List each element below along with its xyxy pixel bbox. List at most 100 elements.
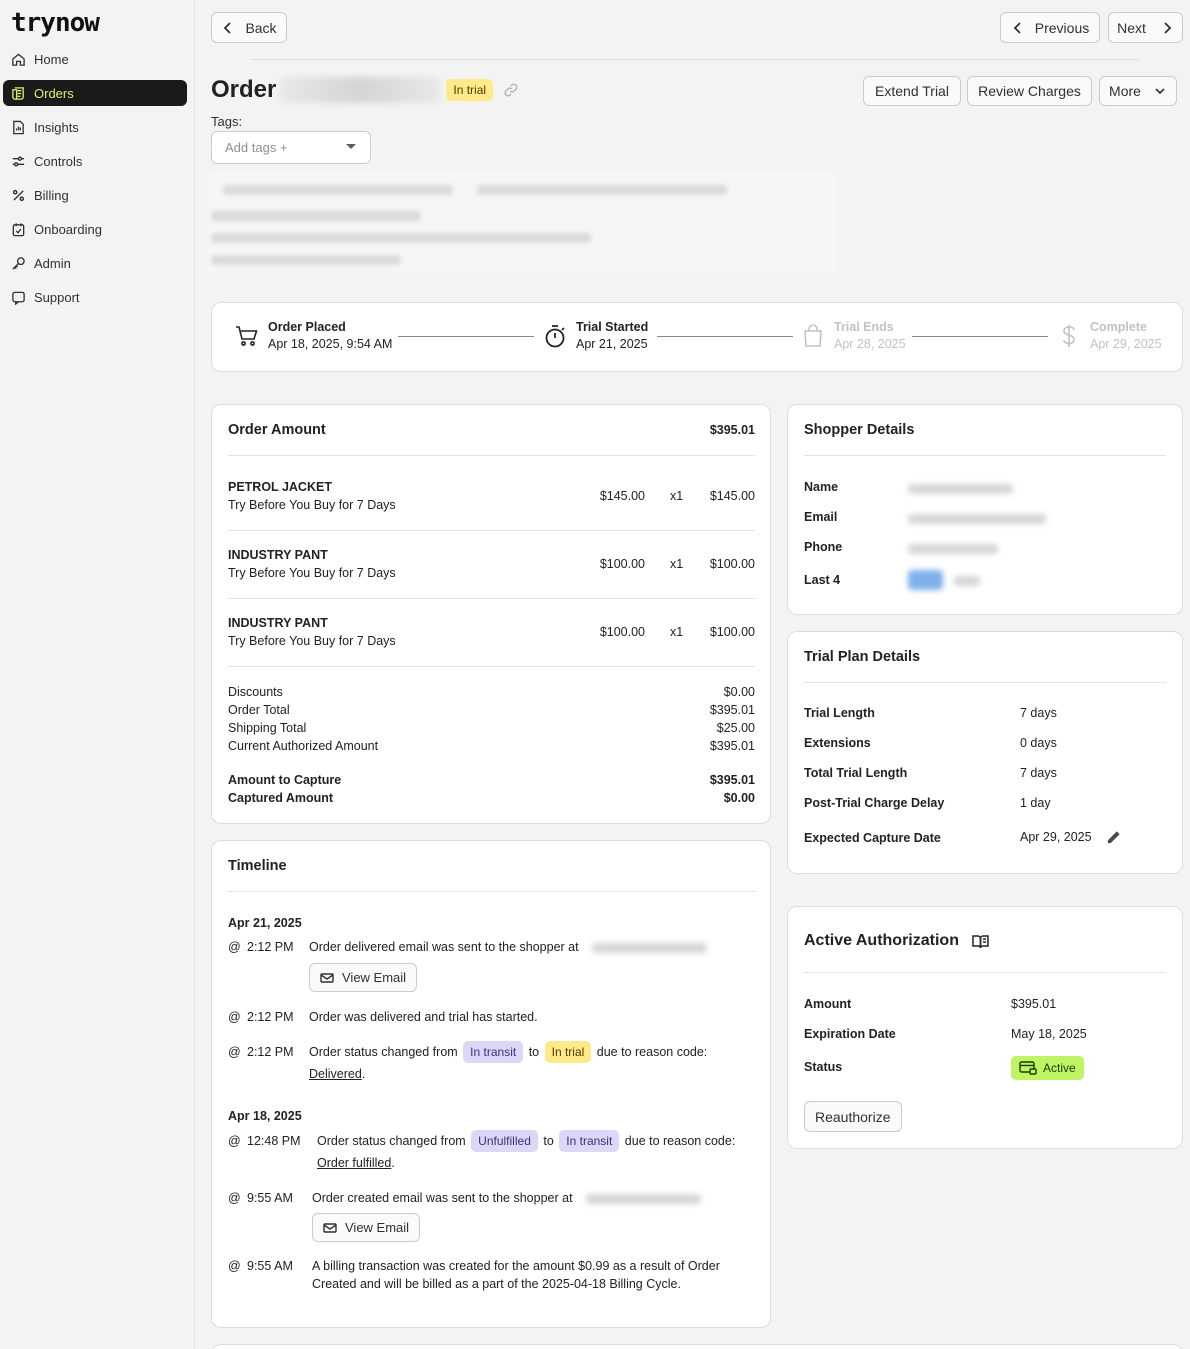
orders-icon [12,86,24,100]
at-icon: @ [228,1191,241,1205]
shopper-email-redacted [592,943,707,953]
chevron-right-icon [1164,21,1172,34]
event-text-pre: Order status changed from [309,1045,458,1059]
item-plan: Try Before You Buy for 7 Days [228,498,396,512]
trial-plan-card: Trial Plan Details Trial Length 7 days E… [787,631,1183,874]
event-time: 2:12 PM [247,1010,294,1024]
pencil-icon[interactable] [1106,830,1121,845]
sidebar-item-admin[interactable]: Admin [3,250,187,276]
timeline-event: @ 2:12 PM Order delivered email was sent… [228,936,579,958]
active-authorization-card: Active Authorization Amount $395.01 Expi… [787,906,1183,1149]
view-email-button[interactable]: View Email [312,1213,421,1242]
sidebar-item-orders[interactable]: Orders [3,80,187,106]
at-icon: @ [228,940,241,954]
item-name: PETROL JACKET [228,480,332,494]
previous-button[interactable]: Previous [1000,12,1100,43]
sidebar-item-support[interactable]: Support [3,284,187,310]
sidebar-item-label: Support [34,289,80,305]
view-email-button[interactable]: View Email [309,963,418,992]
event-text-post: due to reason code: [596,1045,708,1059]
trynow-logo[interactable]: trynow [11,8,100,38]
shopper-email-redacted [586,1194,701,1204]
tags-select[interactable]: Add tags + [211,131,371,164]
capture-label: Captured Amount [228,791,334,805]
sidebar-item-onboarding[interactable]: Onboarding [3,216,187,242]
trial-plan-title: Trial Plan Details [804,649,921,665]
review-charges-button[interactable]: Review Charges [967,76,1092,106]
summary-label: Order Total [228,703,290,717]
event-text: Order status changed from Unfulfilled to… [317,1130,757,1152]
redacted-line [211,233,591,243]
shopper-name-redacted [908,484,1013,494]
divider [228,455,755,456]
percent-icon [12,189,25,201]
item-qty: x1 [670,557,684,571]
reason-code-link[interactable]: Order fulfilled [317,1156,392,1170]
chevron-left-icon [224,21,232,34]
summary-label: Current Authorized Amount [228,739,379,753]
step-date: Apr 28, 2025 [834,337,906,351]
link-icon[interactable] [503,82,519,98]
next-button[interactable]: Next [1108,12,1183,43]
divider [228,530,755,531]
more-label: More [1109,83,1141,99]
timeline-event: @ 12:48 PM Order status changed from Unf… [228,1130,758,1170]
auth-expiration-value: May 18, 2025 [1011,1027,1087,1041]
back-label: Back [245,19,277,36]
item-name: INDUSTRY PANT [228,548,328,562]
onboarding-icon [12,222,25,236]
event-reason: Delivered. [309,1063,365,1085]
capture-date-label: Expected Capture Date [804,831,941,845]
event-time: 2:12 PM [247,940,294,954]
sidebar-item-billing[interactable]: Billing [3,182,187,208]
chevron-left-icon [1013,21,1021,34]
item-plan: Try Before You Buy for 7 Days [228,634,396,648]
reason-code-link[interactable]: Delivered [309,1067,362,1081]
event-time: 2:12 PM [247,1045,294,1059]
event-time: 12:48 PM [247,1134,301,1148]
step-title: Trial Started [576,320,649,334]
sidebar-item-controls[interactable]: Controls [3,148,187,174]
previous-label: Previous [1034,19,1090,36]
trial-length-value: 7 days [1020,706,1057,720]
more-button[interactable]: More [1099,76,1177,106]
event-text-pre: Order status changed from [317,1134,466,1148]
next-section-card [211,1344,1183,1349]
auth-expiration-label: Expiration Date [804,1027,896,1041]
back-button[interactable]: Back [211,12,287,43]
reauthorize-button[interactable]: Reauthorize [804,1101,902,1132]
email-icon [323,1222,337,1233]
progress-step-order-placed: Order Placed Apr 18, 2025, 9:54 AM [234,320,392,351]
sidebar-item-home[interactable]: Home [3,46,187,72]
redacted-line [211,255,401,265]
charge-delay-label: Post-Trial Charge Delay [804,796,945,810]
summary-value: $395.01 [709,703,755,717]
extend-trial-button[interactable]: Extend Trial [863,76,961,106]
sidebar-item-label: Insights [34,119,79,135]
sidebar-item-insights[interactable]: Insights [3,114,187,140]
home-icon [12,52,25,66]
total-trial-length-value: 7 days [1020,766,1057,780]
progress-connector [912,336,1048,337]
divider [228,598,755,599]
extensions-label: Extensions [804,736,871,750]
auth-status-badge: Active [1011,1056,1084,1080]
divider [804,455,1166,456]
next-label: Next [1117,19,1146,36]
at-icon: @ [228,1010,241,1024]
key-icon [12,256,25,270]
book-icon[interactable] [972,934,989,949]
event-text: Order delivered email was sent to the sh… [309,940,579,954]
auth-status-text: Active [1043,1061,1076,1075]
shopper-email-redacted [908,514,1046,524]
event-text: Order was delivered and trial has starte… [309,1010,538,1024]
card-brand-redacted [908,570,943,590]
event-text: Order created email was sent to the shop… [312,1191,573,1205]
item-price: $145.00 [599,489,645,503]
item-price: $100.00 [599,557,645,571]
order-id-redacted [280,77,441,103]
timeline-event: @ 9:55 AM Order created email was sent t… [228,1187,573,1209]
sidebar-nav: Home Orders Insights Controls Billing On… [3,46,187,318]
progress-step-trial-started: Trial Started Apr 21, 2025 [542,320,648,351]
redacted-line [223,185,453,195]
